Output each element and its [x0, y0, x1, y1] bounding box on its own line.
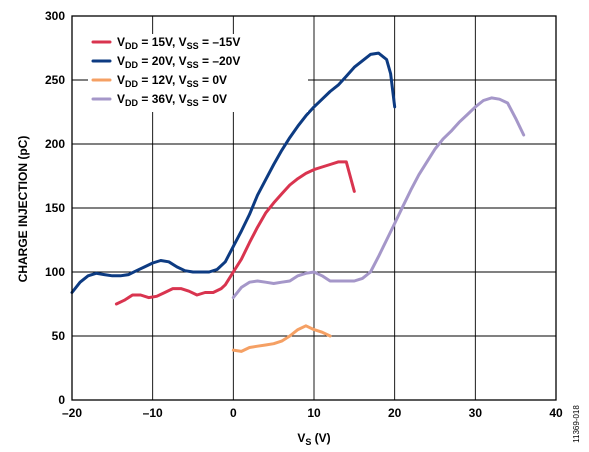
x-axis-label-unit: (V)	[311, 431, 330, 445]
y-tick-label: 50	[52, 329, 66, 343]
legend-label-4: VDD = 36V, VSS = 0V	[117, 92, 227, 108]
y-tick-labels: 0 50 100 150 200 250 300	[45, 9, 65, 407]
y-axis-label: CHARGE INJECTION (pC)	[16, 136, 30, 283]
y-tick-label: 250	[45, 73, 65, 87]
x-tick-label: –10	[143, 406, 163, 420]
series-lines	[70, 51, 526, 353]
x-tick-labels: –20 –10 0 10 20 30 40	[62, 406, 563, 420]
x-tick-label: 20	[388, 406, 402, 420]
legend-label-3: VDD = 12V, VSS = 0V	[117, 73, 227, 89]
y-tick-label: 200	[45, 137, 65, 151]
y-tick-label: 0	[58, 393, 65, 407]
x-tick-label: 0	[230, 406, 237, 420]
series-line-2	[70, 51, 397, 294]
x-axis-label-sub: S	[305, 437, 311, 447]
figure-id: 11369-018	[572, 405, 581, 443]
legend: VDD = 15V, VSS = –15V VDD = 20V, VSS = –2…	[91, 35, 240, 108]
x-axis-label-main: V	[297, 431, 305, 445]
series-line-4	[231, 96, 526, 300]
x-tick-label: 10	[307, 406, 321, 420]
plot-frame	[71, 15, 557, 401]
x-tick-label: 30	[469, 406, 483, 420]
legend-label-2: VDD = 20V, VSS = –20V	[117, 54, 240, 70]
series-line-1	[114, 160, 356, 306]
y-tick-label: 150	[45, 201, 65, 215]
series-line-3	[231, 324, 332, 353]
y-tick-label: 300	[45, 9, 65, 23]
y-tick-label: 100	[45, 265, 65, 279]
x-tick-label: –20	[62, 406, 82, 420]
legend-label-1: VDD = 15V, VSS = –15V	[117, 35, 240, 51]
legend-background	[88, 34, 308, 112]
x-tick-label: 40	[549, 406, 563, 420]
x-axis-label: VS (V)	[297, 431, 330, 447]
